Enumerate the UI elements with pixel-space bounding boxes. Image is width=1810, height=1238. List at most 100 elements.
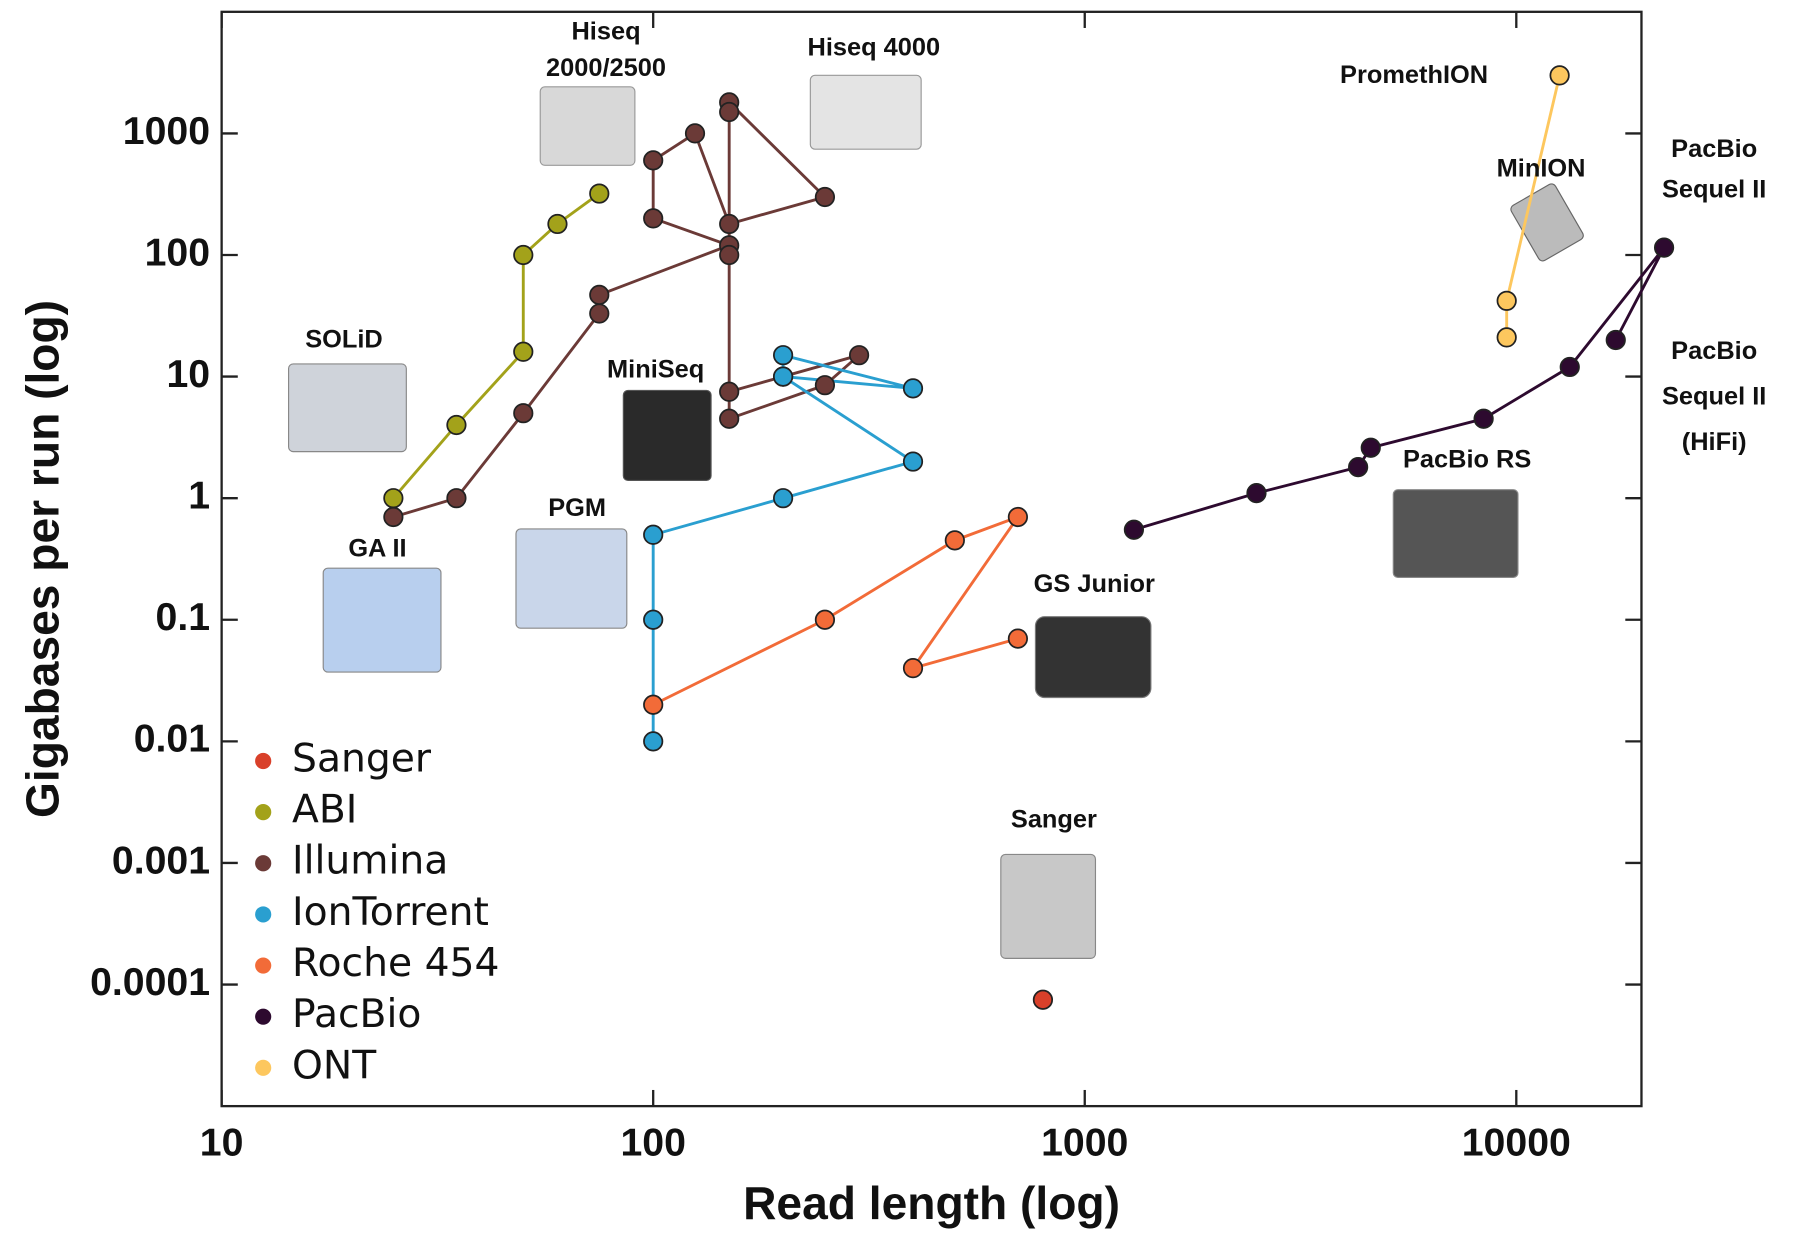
x-tick-label: 1000 [1041, 1121, 1128, 1165]
annotation: PacBio [1671, 337, 1757, 365]
series-line [652, 514, 1022, 707]
legend-label: ABI [292, 788, 357, 833]
data-point [1559, 356, 1580, 378]
data-point [643, 150, 664, 171]
instrument-image [539, 86, 636, 166]
data-point [513, 244, 534, 266]
data-point [1123, 519, 1145, 540]
data-point [719, 381, 740, 402]
data-point [719, 244, 740, 266]
y-axis-label: Gigabases per run (log) [16, 300, 68, 818]
instrument-image [1000, 853, 1097, 959]
instrument-image [322, 567, 442, 673]
legend-label: PacBio [292, 992, 421, 1037]
legend-marker [255, 1059, 272, 1076]
series-line [392, 98, 861, 519]
data-point [643, 731, 664, 752]
series-line [392, 192, 601, 500]
y-tick-label: 0.01 [134, 717, 210, 761]
data-point [772, 488, 794, 509]
data-point [446, 488, 467, 509]
legend-marker [255, 957, 272, 974]
annotation: PacBio RS [1403, 446, 1531, 474]
annotation: PacBio [1671, 135, 1757, 163]
annotation: PromethION [1340, 61, 1488, 89]
data-point [1496, 327, 1517, 348]
data-point [589, 303, 610, 324]
data-point [902, 658, 924, 679]
data-point [814, 375, 836, 396]
annotation: Sequel II [1662, 383, 1766, 411]
instrument-image [622, 389, 712, 482]
data-point [1549, 65, 1570, 86]
annotation: MiniSeq [607, 356, 704, 384]
data-point [848, 345, 870, 366]
data-point [643, 694, 664, 715]
annotation: GS Junior [1034, 570, 1155, 598]
annotation: Sequel II [1662, 175, 1766, 203]
legend-label: Roche 454 [292, 941, 499, 986]
data-point [719, 213, 740, 235]
data-point [1653, 237, 1675, 258]
data-point [1360, 437, 1381, 458]
annotation: PGM [548, 494, 606, 522]
data-point [1007, 506, 1028, 528]
data-point [446, 414, 467, 436]
y-tick-label: 100 [145, 230, 210, 274]
data-point [719, 408, 740, 429]
data-point [814, 609, 836, 630]
data-point [643, 208, 664, 229]
y-tick-label: 10 [166, 352, 210, 396]
data-point [513, 341, 534, 362]
instrument-images [288, 74, 1584, 959]
data-point [944, 530, 965, 551]
instrument-image [515, 528, 628, 629]
data-point [772, 345, 794, 366]
legend-label: IonTorrent [292, 890, 489, 935]
data-point [772, 366, 794, 387]
data-point [547, 213, 568, 235]
instrument-image [1034, 616, 1152, 699]
data-point [1473, 408, 1494, 429]
data-point [684, 123, 706, 144]
data-point [1007, 628, 1028, 649]
legend-label: Sanger [292, 736, 432, 781]
data-point [383, 488, 404, 509]
annotation: MinION [1497, 155, 1586, 183]
legend-marker [255, 1008, 272, 1025]
data-point [902, 378, 924, 399]
annotation: GA II [348, 534, 406, 562]
data-point [902, 451, 924, 472]
instrument-image [809, 74, 922, 150]
annotation: 2000/2500 [546, 54, 666, 82]
data-point [814, 186, 836, 208]
y-tick-label: 1 [188, 474, 210, 518]
annotation: Sanger [1011, 806, 1097, 834]
data-point [513, 403, 534, 424]
data-point [1348, 457, 1369, 478]
legend-marker [255, 752, 272, 770]
data-point [1496, 290, 1517, 311]
data-point [589, 183, 610, 204]
y-tick-label: 0.0001 [90, 960, 210, 1004]
plot-frame [220, 10, 1643, 1108]
data-point [1032, 989, 1054, 1010]
x-tick-label: 10 [200, 1121, 244, 1165]
data-point [643, 609, 664, 630]
instrument-image [1392, 489, 1519, 579]
data-point [719, 101, 740, 123]
annotation: Hiseq 4000 [808, 33, 941, 61]
y-tick-label: 1000 [123, 109, 210, 153]
annotation: Hiseq [571, 17, 640, 45]
legend-marker [255, 804, 272, 821]
data-point [643, 524, 664, 545]
series-line [1133, 246, 1666, 532]
instrument-image [1510, 183, 1584, 262]
legend-label: Illumina [292, 839, 448, 884]
y-tick-label: 0.1 [156, 595, 211, 639]
legend-marker [255, 906, 272, 923]
data-point [1605, 329, 1626, 351]
annotation: (HiFi) [1682, 428, 1747, 456]
